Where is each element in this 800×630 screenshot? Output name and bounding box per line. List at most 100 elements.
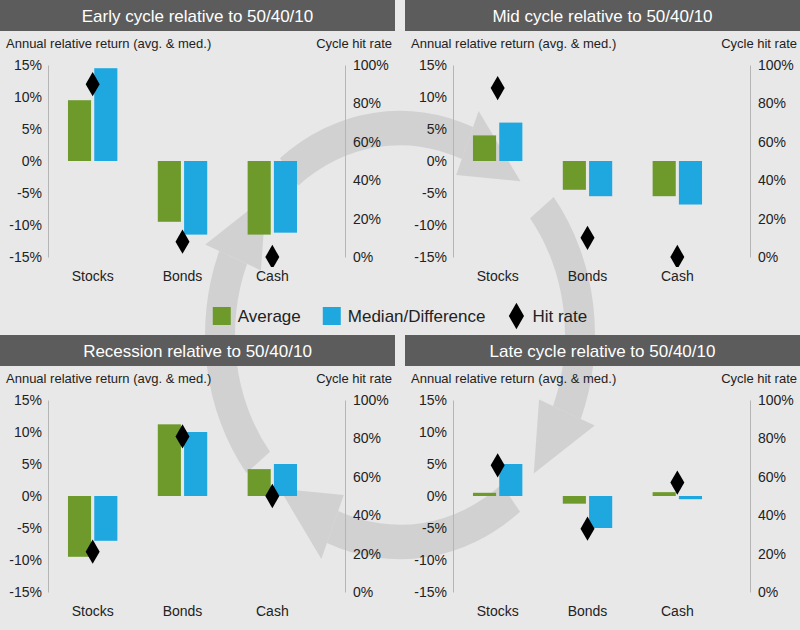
x-tick: Stocks bbox=[72, 592, 114, 619]
y-axis-title: Annual relative return (avg. & med.) bbox=[6, 371, 211, 386]
y2-tick-label: 100% bbox=[758, 392, 794, 408]
chart-title: Mid cycle relative to 50/40/10 bbox=[492, 7, 712, 26]
plot-marks bbox=[473, 76, 702, 267]
bar bbox=[473, 135, 496, 161]
x-axis: StocksBondsCash bbox=[72, 257, 289, 284]
y-tick: -5% bbox=[17, 520, 48, 536]
y-tick-label: 0% bbox=[427, 488, 447, 504]
y2-tick: 0% bbox=[750, 249, 778, 265]
bar bbox=[499, 123, 522, 161]
x-tick: Cash bbox=[256, 592, 289, 619]
y2-tick: 0% bbox=[345, 584, 373, 600]
legend-item: Hit rate bbox=[509, 303, 587, 329]
y-tick-label: 10% bbox=[419, 424, 447, 440]
hit-rate-point bbox=[580, 517, 594, 541]
x-tick: Stocks bbox=[72, 257, 114, 284]
y2-tick-label: 80% bbox=[758, 430, 786, 446]
y-tick-label: 5% bbox=[22, 456, 42, 472]
bar bbox=[653, 161, 676, 196]
x-tick-label: Bonds bbox=[568, 603, 608, 619]
y-tick: 10% bbox=[419, 89, 453, 105]
y-tick: 10% bbox=[419, 424, 453, 440]
y-tick: -15% bbox=[9, 584, 48, 600]
y2-tick-label: 100% bbox=[758, 57, 794, 73]
bar bbox=[473, 493, 496, 496]
y2-tick-label: 60% bbox=[353, 134, 381, 150]
legend-label: Median/Difference bbox=[348, 307, 486, 326]
y-tick-label: -15% bbox=[9, 249, 42, 265]
y2-tick-label: 20% bbox=[353, 211, 381, 227]
chart-title: Early cycle relative to 50/40/10 bbox=[82, 7, 314, 26]
x-tick-label: Stocks bbox=[477, 603, 519, 619]
y-axis-line bbox=[48, 66, 49, 258]
y2-tick: 100% bbox=[750, 57, 794, 73]
y-tick: -10% bbox=[414, 552, 453, 568]
bar bbox=[68, 496, 91, 557]
y-tick: 10% bbox=[14, 424, 48, 440]
y2-tick-label: 20% bbox=[758, 211, 786, 227]
legend-swatch bbox=[213, 307, 231, 325]
y2-tick-label: 20% bbox=[758, 546, 786, 562]
y-tick-label: 15% bbox=[14, 57, 42, 73]
y-axis-line bbox=[453, 401, 454, 593]
y-axis-title: Annual relative return (avg. & med.) bbox=[411, 371, 616, 386]
y2-tick: 40% bbox=[345, 507, 381, 523]
y2-tick-label: 40% bbox=[758, 172, 786, 188]
y-tick-label: 0% bbox=[22, 488, 42, 504]
hit-rate-point bbox=[86, 72, 100, 96]
y-tick-label: -10% bbox=[414, 552, 447, 568]
bar bbox=[248, 161, 271, 235]
y2-tick: 60% bbox=[345, 134, 381, 150]
y-tick-label: 15% bbox=[419, 57, 447, 73]
x-tick-label: Stocks bbox=[72, 603, 114, 619]
x-tick-label: Stocks bbox=[72, 268, 114, 284]
y-tick: 0% bbox=[22, 488, 48, 504]
bar bbox=[94, 496, 117, 541]
y-tick: -15% bbox=[414, 584, 453, 600]
y-tick-label: 0% bbox=[427, 153, 447, 169]
panel-header bbox=[0, 335, 395, 366]
y2-tick-label: 100% bbox=[353, 392, 389, 408]
y2-tick-label: 40% bbox=[758, 507, 786, 523]
hit-rate-point bbox=[580, 226, 594, 250]
y-axis: -15%-10%-5%0%5%10%15% bbox=[9, 57, 48, 265]
y2-tick-label: 0% bbox=[758, 249, 778, 265]
y-axis-line bbox=[453, 66, 454, 258]
background bbox=[0, 0, 800, 630]
y2-tick: 60% bbox=[345, 469, 381, 485]
y2-axis-line bbox=[345, 66, 346, 258]
hit-rate-point bbox=[491, 76, 505, 100]
y-tick: -15% bbox=[9, 249, 48, 265]
x-tick: Cash bbox=[661, 592, 694, 619]
y2-tick: 0% bbox=[750, 584, 778, 600]
chart-panel: Early cycle relative to 50/40/10Annual r… bbox=[0, 0, 395, 284]
y2-tick: 60% bbox=[750, 469, 786, 485]
y2-tick-label: 0% bbox=[758, 584, 778, 600]
y-axis: -15%-10%-5%0%5%10%15% bbox=[9, 392, 48, 600]
y2-tick: 60% bbox=[750, 134, 786, 150]
hit-rate-point bbox=[86, 540, 100, 564]
x-tick-label: Bonds bbox=[163, 603, 203, 619]
y-tick: -5% bbox=[422, 185, 453, 201]
bar bbox=[158, 161, 181, 222]
plot-marks bbox=[68, 424, 297, 563]
y-tick: -5% bbox=[422, 520, 453, 536]
y-axis: -15%-10%-5%0%5%10%15% bbox=[414, 57, 453, 265]
hit-rate-point bbox=[265, 245, 279, 267]
bar bbox=[653, 492, 676, 496]
bar bbox=[679, 161, 702, 205]
y-tick-label: 5% bbox=[427, 456, 447, 472]
legend-item: Median/Difference bbox=[323, 307, 486, 326]
y-tick: 10% bbox=[14, 89, 48, 105]
y2-tick-label: 40% bbox=[353, 172, 381, 188]
hit-rate-point bbox=[670, 245, 684, 267]
x-tick: Stocks bbox=[477, 592, 519, 619]
y2-tick-label: 80% bbox=[353, 95, 381, 111]
y-tick: 15% bbox=[419, 392, 453, 408]
bar bbox=[679, 496, 702, 499]
cycle-arrow-head bbox=[534, 400, 595, 474]
bar bbox=[184, 161, 207, 235]
y-tick-label: 5% bbox=[427, 121, 447, 137]
x-tick: Stocks bbox=[477, 257, 519, 284]
y-tick-label: -15% bbox=[414, 584, 447, 600]
